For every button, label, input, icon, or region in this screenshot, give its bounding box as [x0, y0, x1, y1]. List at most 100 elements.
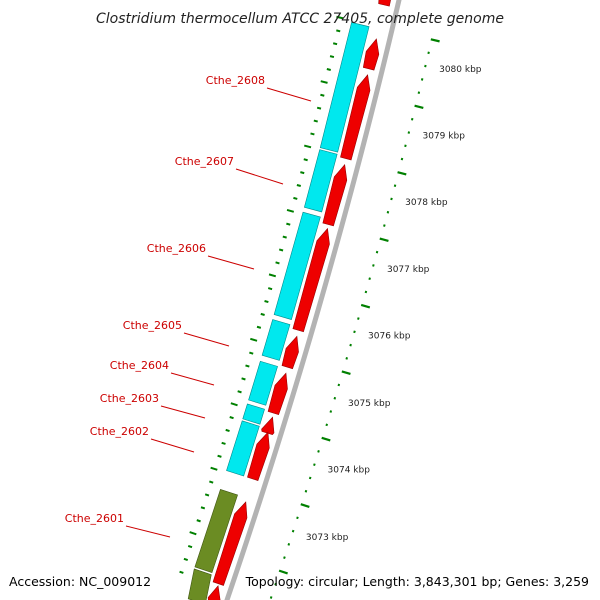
gene-leader-line — [207, 255, 255, 270]
gene-label[interactable]: Cthe_2607 — [175, 155, 234, 168]
forward-cds — [248, 360, 278, 406]
reverse-cds — [362, 38, 380, 71]
gene-leader-line — [125, 525, 171, 538]
reverse-cds — [247, 431, 270, 481]
inner-tick — [217, 454, 222, 458]
gene-label[interactable]: Cthe_2604 — [110, 359, 169, 372]
inner-tick — [230, 402, 238, 407]
scale-labels: 3080 kbp 3079 kbp 3078 kbp 3077 kbp 3076 kbp… — [306, 65, 482, 543]
minor-scale-tick — [304, 489, 308, 493]
inner-tick — [278, 248, 284, 252]
inner-tick — [303, 158, 308, 162]
inner-tick — [336, 15, 344, 20]
major-scale-tick — [278, 569, 288, 575]
scale-label: 3074 kbp — [328, 465, 371, 475]
scale-label: 3079 kbp — [423, 132, 466, 142]
gene-leader-line — [183, 332, 230, 347]
inner-tick — [267, 287, 273, 291]
rna-feature — [194, 489, 238, 574]
minor-scale-tick — [308, 476, 312, 480]
major-scale-tick — [341, 370, 351, 376]
gene-label[interactable]: Cthe_2602 — [90, 425, 149, 438]
topology-text: Topology: circular; Length: 3,843,301 bp… — [245, 574, 589, 589]
accession-text: Accession: NC_009012 — [9, 574, 151, 589]
inner-tick — [187, 544, 193, 549]
reverse-cds — [378, 0, 391, 7]
minor-scale-tick — [375, 250, 379, 254]
gene-leader-line — [150, 438, 195, 453]
inner-tick — [250, 337, 258, 342]
major-scale-tick — [414, 104, 424, 109]
minor-scale-tick — [325, 423, 329, 427]
inner-tick — [313, 119, 318, 123]
gene-leader-line — [266, 87, 312, 102]
major-scale-tick — [379, 237, 389, 243]
inner-tick — [209, 480, 214, 484]
reverse-cds — [322, 163, 348, 227]
inner-tick — [204, 493, 210, 497]
major-scale-tick — [397, 171, 407, 176]
minor-scale-tick — [329, 410, 333, 413]
minor-scale-tick — [383, 224, 386, 227]
inner-tick — [320, 93, 325, 97]
inner-tick — [286, 222, 291, 226]
inner-tick — [275, 261, 280, 265]
gene-leader-line — [235, 168, 284, 185]
scale-label: 3080 kbp — [439, 65, 482, 75]
forward-cds — [242, 403, 265, 425]
inner-tick — [256, 325, 262, 329]
scale-label: 3077 kbp — [387, 265, 430, 275]
gene-label[interactable]: Cthe_2603 — [100, 392, 159, 405]
forward-cds — [303, 149, 338, 213]
major-scale-tick — [430, 38, 440, 43]
minor-scale-tick — [296, 516, 299, 520]
minor-scale-tick — [349, 343, 352, 347]
inner-tick — [245, 364, 250, 368]
reverse-cds — [340, 74, 371, 161]
forward-cds — [273, 211, 321, 320]
inner-tick — [225, 428, 230, 433]
minor-scale-tick — [368, 277, 371, 281]
forward-cds — [319, 22, 370, 153]
scale-label: 3075 kbp — [348, 399, 391, 409]
minor-scale-tick — [269, 596, 273, 599]
inner-tick — [189, 531, 197, 536]
minor-scale-tick — [372, 264, 375, 267]
map-title: Clostridium thermocellum ATCC 27405, com… — [96, 11, 504, 27]
inner-tick — [329, 55, 335, 59]
inner-tick — [336, 29, 341, 33]
inner-tick — [332, 42, 338, 46]
genome-backbone — [224, 0, 402, 600]
minor-scale-tick — [345, 357, 348, 360]
gene-label[interactable]: Cthe_2608 — [206, 74, 265, 87]
inner-tick — [268, 273, 277, 278]
forward-cds — [226, 420, 260, 477]
scale-ticks — [179, 15, 440, 599]
inner-tick — [293, 196, 298, 200]
major-scale-tick — [321, 436, 331, 442]
rna-feature — [187, 568, 212, 600]
gene-labels: Cthe_2608 Cthe_2607 Cthe_2606 Cthe_2605 Cthe… — [65, 74, 312, 538]
minor-scale-tick — [386, 210, 390, 214]
minor-scale-tick — [333, 396, 337, 400]
inner-tick — [316, 106, 322, 110]
minor-scale-tick — [357, 317, 360, 320]
reverse-cds — [212, 501, 248, 586]
reverse-cds — [292, 227, 330, 333]
major-scale-tick — [360, 303, 371, 309]
minor-scale-tick — [337, 383, 341, 387]
scale-label: 3078 kbp — [405, 198, 448, 208]
inner-tick — [296, 184, 302, 187]
gene-leader-line — [170, 372, 215, 386]
forward-cds — [261, 319, 291, 361]
minor-scale-tick — [400, 157, 404, 161]
inner-tick — [210, 466, 218, 471]
inner-tick — [260, 312, 265, 316]
minor-scale-tick — [287, 543, 291, 546]
gene-label[interactable]: Cthe_2606 — [147, 242, 206, 255]
minor-scale-tick — [364, 290, 368, 294]
gene-label[interactable]: Cthe_2605 — [123, 319, 182, 332]
minor-scale-tick — [390, 197, 393, 201]
gene-label[interactable]: Cthe_2601 — [65, 512, 124, 525]
